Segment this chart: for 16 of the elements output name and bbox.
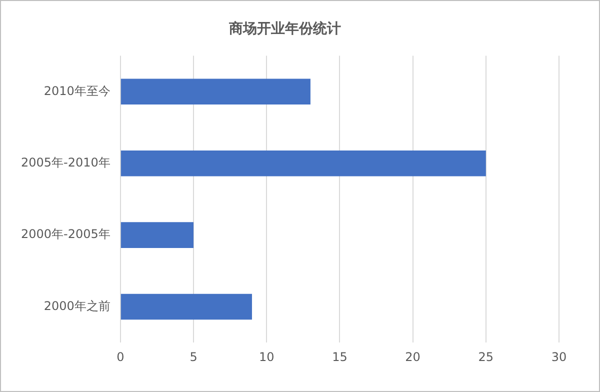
y-tick-label: 2000年之前 xyxy=(44,298,110,313)
x-tick-label: 10 xyxy=(258,350,274,364)
bar xyxy=(120,78,310,105)
bar xyxy=(120,294,252,320)
x-tick-label: 30 xyxy=(551,350,567,364)
x-tick-label: 15 xyxy=(332,350,348,364)
y-tick-label: 2000年-2005年 xyxy=(20,227,110,242)
bar xyxy=(120,150,486,176)
chart-title: 商场开业年份统计 xyxy=(228,20,341,38)
y-tick-label: 2010年至今 xyxy=(44,84,110,98)
x-tick-label: 25 xyxy=(478,350,494,364)
x-tick-label: 5 xyxy=(190,350,198,364)
x-tick-label: 0 xyxy=(116,350,124,364)
bar xyxy=(120,222,194,248)
x-tick-label: 20 xyxy=(405,350,420,364)
y-tick-label: 2005年-2010年 xyxy=(20,155,110,170)
